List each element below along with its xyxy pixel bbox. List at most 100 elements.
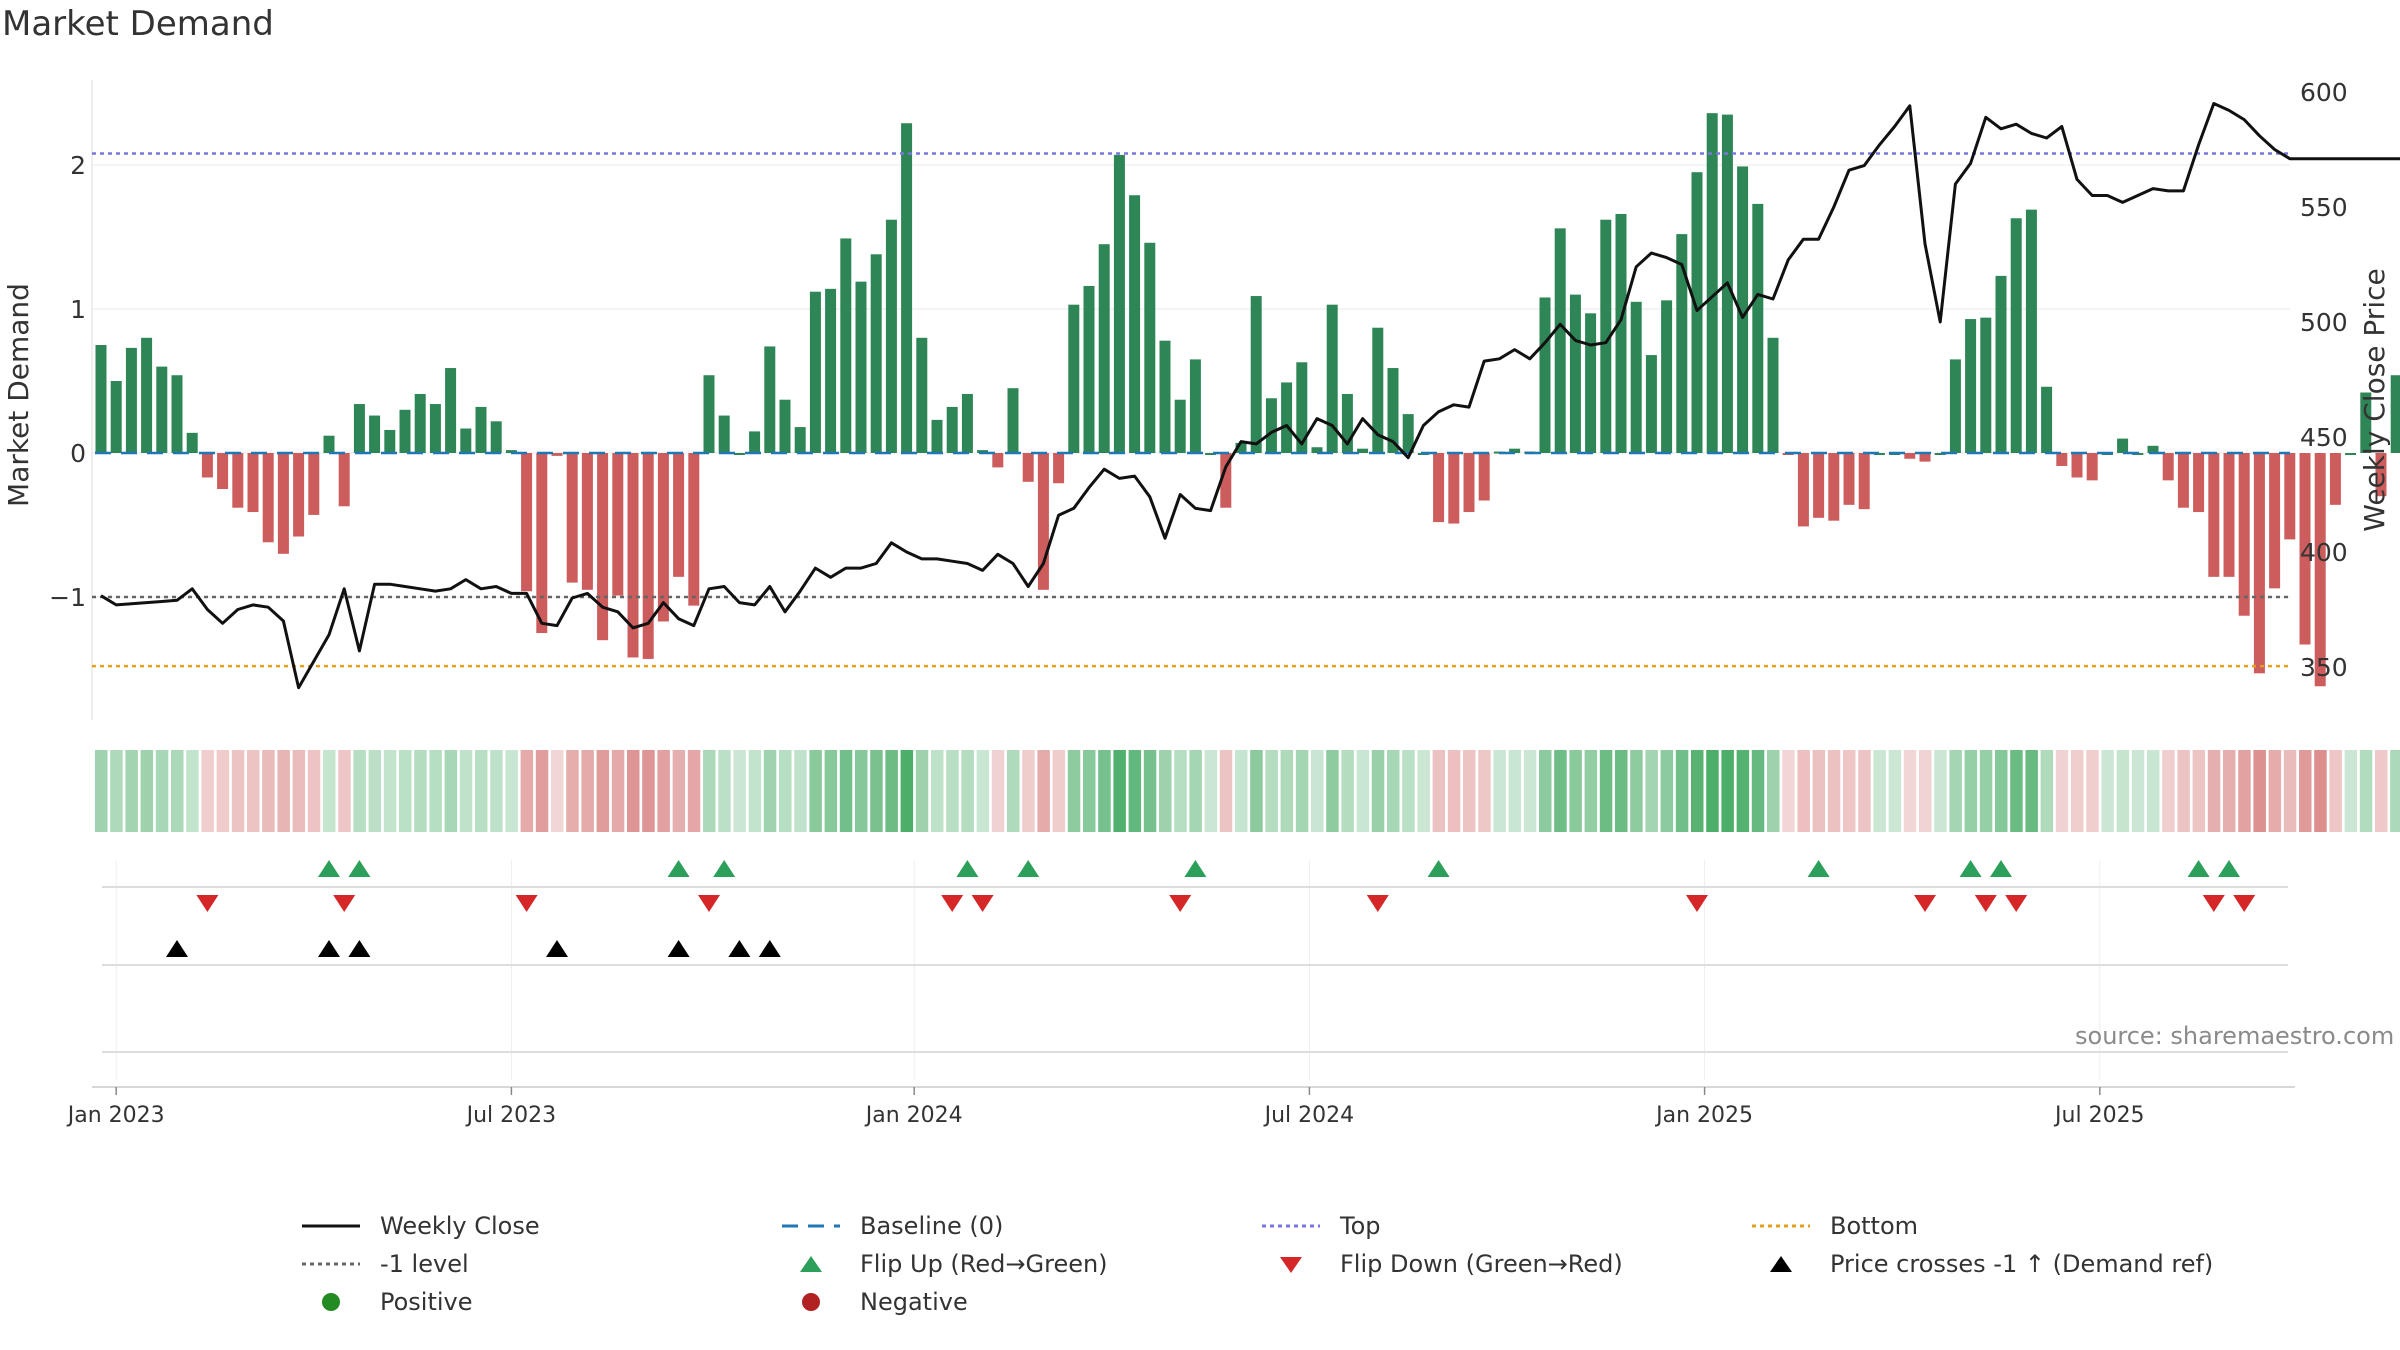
heatmap-cell: [1143, 750, 1157, 832]
flip-down-marker: [2005, 895, 2028, 912]
heatmap-cell: [1341, 750, 1354, 832]
demand-bar: [2360, 392, 2372, 453]
demand-bar: [2269, 453, 2281, 589]
demand-bar: [95, 345, 107, 453]
demand-bar: [1463, 453, 1475, 513]
legend-label: Weekly Close: [380, 1212, 540, 1240]
legend-label: -1 level: [380, 1250, 469, 1278]
heatmap-cell: [824, 750, 838, 832]
heatmap-cell: [2283, 750, 2297, 832]
demand-bar: [2147, 445, 2159, 453]
heatmap-cell: [642, 750, 655, 832]
legend-baseline: Baseline (0): [780, 1212, 1003, 1240]
demand-bar: [125, 347, 137, 453]
demand-bar: [1053, 453, 1065, 484]
demand-bar: [1220, 453, 1232, 508]
heatmap-cell: [1858, 750, 1871, 832]
heatmap-cell: [171, 750, 184, 832]
flip-up-marker: [1017, 860, 1040, 877]
demand-bar: [490, 421, 502, 453]
heatmap-cell: [1554, 750, 1567, 832]
demand-bar: [1068, 304, 1080, 453]
demand-bar: [293, 453, 305, 537]
demand-bar: [353, 404, 365, 453]
heatmap-cell: [1219, 750, 1233, 832]
demand-bar: [308, 453, 320, 515]
demand-bar: [201, 453, 213, 478]
heatmap-cell: [809, 750, 822, 832]
heatmap-cell: [475, 750, 488, 832]
heatmap-cell: [551, 750, 564, 832]
demand-bar: [657, 453, 669, 622]
heatmap-cell: [1919, 750, 1932, 832]
heatmap-cell: [2101, 750, 2114, 832]
heatmap-cell: [125, 750, 138, 832]
flip-down-marker: [2202, 895, 2225, 912]
demand-bar: [1828, 453, 1840, 521]
triangle-up-icon: [800, 1256, 822, 1272]
demand-bar: [2193, 453, 2205, 513]
demand-bar: [1509, 448, 1521, 453]
heatmap-cell: [870, 750, 883, 832]
demand-bar: [794, 427, 806, 453]
heatmap-cell: [1873, 750, 1886, 832]
heatmap-cell: [1083, 750, 1096, 832]
price-cross-marker: [758, 940, 781, 957]
heatmap-cell: [2299, 750, 2312, 832]
price-cross-marker: [166, 940, 188, 957]
price-cross-marker: [728, 940, 751, 957]
demand-bar: [505, 450, 517, 453]
flip-down-marker: [515, 895, 538, 912]
demand-bar: [992, 453, 1004, 468]
heatmap-cell: [839, 750, 853, 832]
heatmap-cell: [490, 750, 503, 832]
demand-bar: [1174, 399, 1186, 453]
demand-bar: [2208, 453, 2220, 577]
demand-bar: [1113, 154, 1125, 454]
close-line-layer: [100, 102, 2400, 690]
heatmap-cell: [1888, 750, 1902, 832]
heatmap-cell: [1706, 750, 1719, 832]
heatmap-cell: [2253, 750, 2266, 832]
heatmap-cell: [1508, 750, 1522, 832]
demand-bar: [2299, 453, 2311, 645]
demand-bar: [1645, 355, 1657, 453]
demand-bar: [642, 453, 654, 659]
price-cross-marker: [667, 940, 690, 957]
demand-bar: [1250, 296, 1262, 453]
heatmap-cell: [748, 750, 762, 832]
demand-bar: [2177, 453, 2189, 508]
heatmap-cell: [1949, 750, 1962, 832]
demand-bar: [1980, 317, 1992, 453]
heatmap-cell: [1934, 750, 1947, 832]
legend-flip-up: Flip Up (Red→Green): [780, 1250, 1108, 1278]
y2-tick-label: 400: [2300, 538, 2348, 567]
y2-tick-label: 550: [2300, 193, 2348, 222]
demand-bar: [1129, 195, 1141, 454]
demand-bar: [946, 406, 958, 453]
heatmap-cell: [399, 750, 412, 832]
legend-top: Top: [1260, 1212, 1381, 1240]
demand-bar: [2162, 453, 2174, 481]
flip-down-marker: [941, 895, 964, 912]
demand-bar: [262, 453, 274, 543]
demand-bar: [521, 453, 533, 592]
heatmap-cell: [1022, 750, 1035, 832]
demand-bar: [2025, 209, 2037, 453]
legend-dotted-swatch-icon: [1752, 1224, 1810, 1228]
heatmap-cell: [672, 750, 686, 832]
heatmap-cell: [1645, 750, 1658, 832]
heatmap-cell: [1052, 750, 1066, 832]
flip-down-marker: [971, 895, 994, 912]
flip-up-marker: [2218, 860, 2240, 877]
demand-bar: [1159, 340, 1171, 453]
demand-bar: [1296, 362, 1308, 453]
flip-down-marker: [1974, 895, 1997, 912]
heatmap-cell: [1189, 750, 1202, 832]
demand-bar: [1904, 453, 1916, 459]
demand-bar: [2010, 218, 2022, 453]
demand-bar: [2375, 453, 2387, 497]
heatmap-cell: [1843, 750, 1856, 832]
legend-line-swatch-icon: [302, 1224, 360, 1228]
legend-price-cross: Price crosses -1 ↑ (Demand ref): [1750, 1250, 2213, 1278]
